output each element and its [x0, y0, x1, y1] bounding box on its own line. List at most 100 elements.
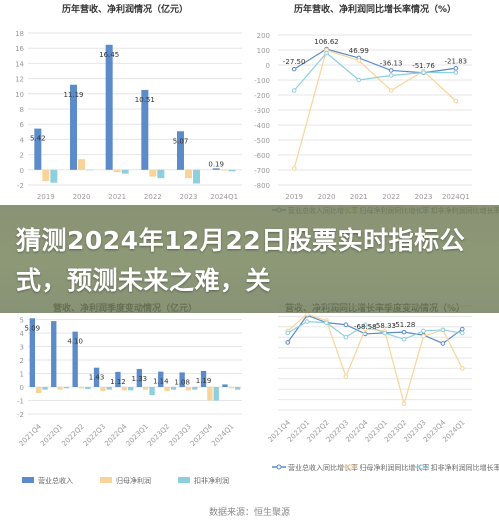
series-line [287, 320, 463, 340]
bar [115, 371, 121, 387]
bar [113, 169, 121, 173]
y-tick-label: -2 [17, 411, 24, 419]
legend-label: 归母净利润同比增长率 [359, 463, 429, 472]
legend-swatch-dot [419, 464, 425, 470]
data-label: -27.50 [283, 58, 306, 66]
bar [106, 387, 112, 390]
point [388, 68, 394, 73]
bar [149, 169, 157, 177]
bar [200, 370, 207, 387]
bar [86, 169, 93, 171]
bar [136, 369, 143, 387]
bar [157, 169, 165, 179]
bar [228, 387, 234, 389]
y-tick-label: 14 [15, 60, 24, 68]
bar [220, 169, 228, 171]
x-tick-label: 2023Q3 [167, 423, 192, 448]
bar [149, 387, 155, 396]
bar [141, 89, 149, 170]
legend-label: 归母净利润 [116, 476, 151, 485]
legend-label: 营业总收入 [38, 476, 73, 485]
x-tick-label: 2022Q2 [60, 423, 85, 448]
legend-swatch [100, 477, 112, 483]
bar [212, 168, 220, 170]
data-label: 11.19 [63, 91, 83, 99]
data-label: 1.33 [132, 375, 148, 383]
y-tick-label: 0 [20, 384, 24, 392]
bar [192, 387, 198, 390]
y-tick-label: 0 [20, 167, 24, 175]
point [453, 98, 459, 104]
data-label: 5.09 [25, 324, 41, 332]
point [343, 374, 349, 380]
source-label: 数据来源：恒生聚源 [208, 508, 290, 518]
data-label: -51.76 [412, 62, 435, 70]
point [291, 66, 297, 72]
chart-annual-growth: 历年营收、净利润同比增长率情况（%） -800 -700 -600 -500 -400 -3… [254, 3, 499, 215]
data-label: -58.33 [373, 322, 396, 330]
headline-title: 猜测2024年12月22日股票实时指标公式，预测未来之难，关 [16, 226, 466, 295]
point [421, 328, 426, 334]
legend-label: 营业总收入同比增长率 [288, 463, 358, 472]
data-label: 46.99 [349, 47, 369, 55]
legend-swatch [178, 477, 190, 483]
y-tick-label: -2 [17, 182, 24, 190]
x-tick-label: 2020 [73, 193, 91, 201]
point [421, 333, 426, 339]
y-tick-label: -400 [254, 122, 270, 130]
point [453, 70, 459, 75]
point [440, 341, 446, 346]
point [421, 70, 426, 75]
data-label: 0.19 [208, 160, 224, 168]
bar [85, 387, 91, 390]
point [401, 329, 407, 335]
point [304, 319, 310, 324]
point [460, 366, 465, 371]
data-label: -36.13 [380, 59, 403, 67]
y-tick-label: 8 [20, 106, 24, 114]
bar [100, 387, 106, 392]
x-tick-label: 2023Q1 [125, 423, 150, 448]
bar [228, 169, 236, 172]
chart-annual-amount: 历年营收、净利润情况（亿元） -2 0 2 4 6 8 10 12 14 16 18 2019 2020 2… [15, 3, 242, 201]
data-label: 1.43 [89, 374, 105, 382]
data-label: 4.10 [67, 338, 83, 346]
series-line [293, 49, 457, 169]
bar [63, 387, 70, 389]
x-tick-label: 2022Q3 [82, 423, 107, 448]
x-tick-label: 2023 [180, 193, 198, 201]
y-tick-label: -800 [254, 182, 270, 190]
x-tick-label: 2019 [37, 193, 55, 201]
y-tick-label: -100 [254, 77, 270, 85]
y-tick-label: 3 [20, 344, 24, 352]
point [388, 73, 394, 78]
y-tick-label: -300 [254, 107, 270, 115]
point [401, 401, 407, 407]
bar [42, 387, 48, 390]
y-tick-label: 0 [266, 62, 270, 70]
point [356, 58, 362, 63]
bar [213, 387, 219, 401]
x-tick-label: 2022 [382, 193, 400, 201]
y-tick-label: 5 [20, 317, 24, 325]
x-tick-label: 2023Q2 [146, 423, 171, 448]
data-label: 5.07 [173, 137, 189, 145]
bar [185, 169, 192, 179]
chart-quarterly-amount: 营收、净利润季度变动情况（亿元）-2-10123452021Q42022Q120… [17, 302, 242, 485]
y-tick-label: -1 [17, 398, 24, 406]
bar [121, 387, 127, 391]
chart-title: 历年营收、净利润同比增长率情况（%） [294, 3, 456, 15]
data-label: 5.42 [30, 135, 46, 143]
x-tick-label: 2024Q1 [210, 193, 238, 201]
y-tick-label: 200 [257, 32, 270, 40]
data-label: 1.12 [110, 378, 126, 386]
bar [193, 169, 200, 184]
bar [158, 371, 164, 387]
y-tick-label: -700 [254, 167, 270, 175]
x-tick-label: 2024Q1 [442, 193, 470, 201]
point [285, 340, 291, 345]
data-label: 10.51 [135, 96, 155, 104]
x-tick-label: 2020 [318, 193, 336, 201]
y-tick-label: 2 [20, 152, 24, 160]
